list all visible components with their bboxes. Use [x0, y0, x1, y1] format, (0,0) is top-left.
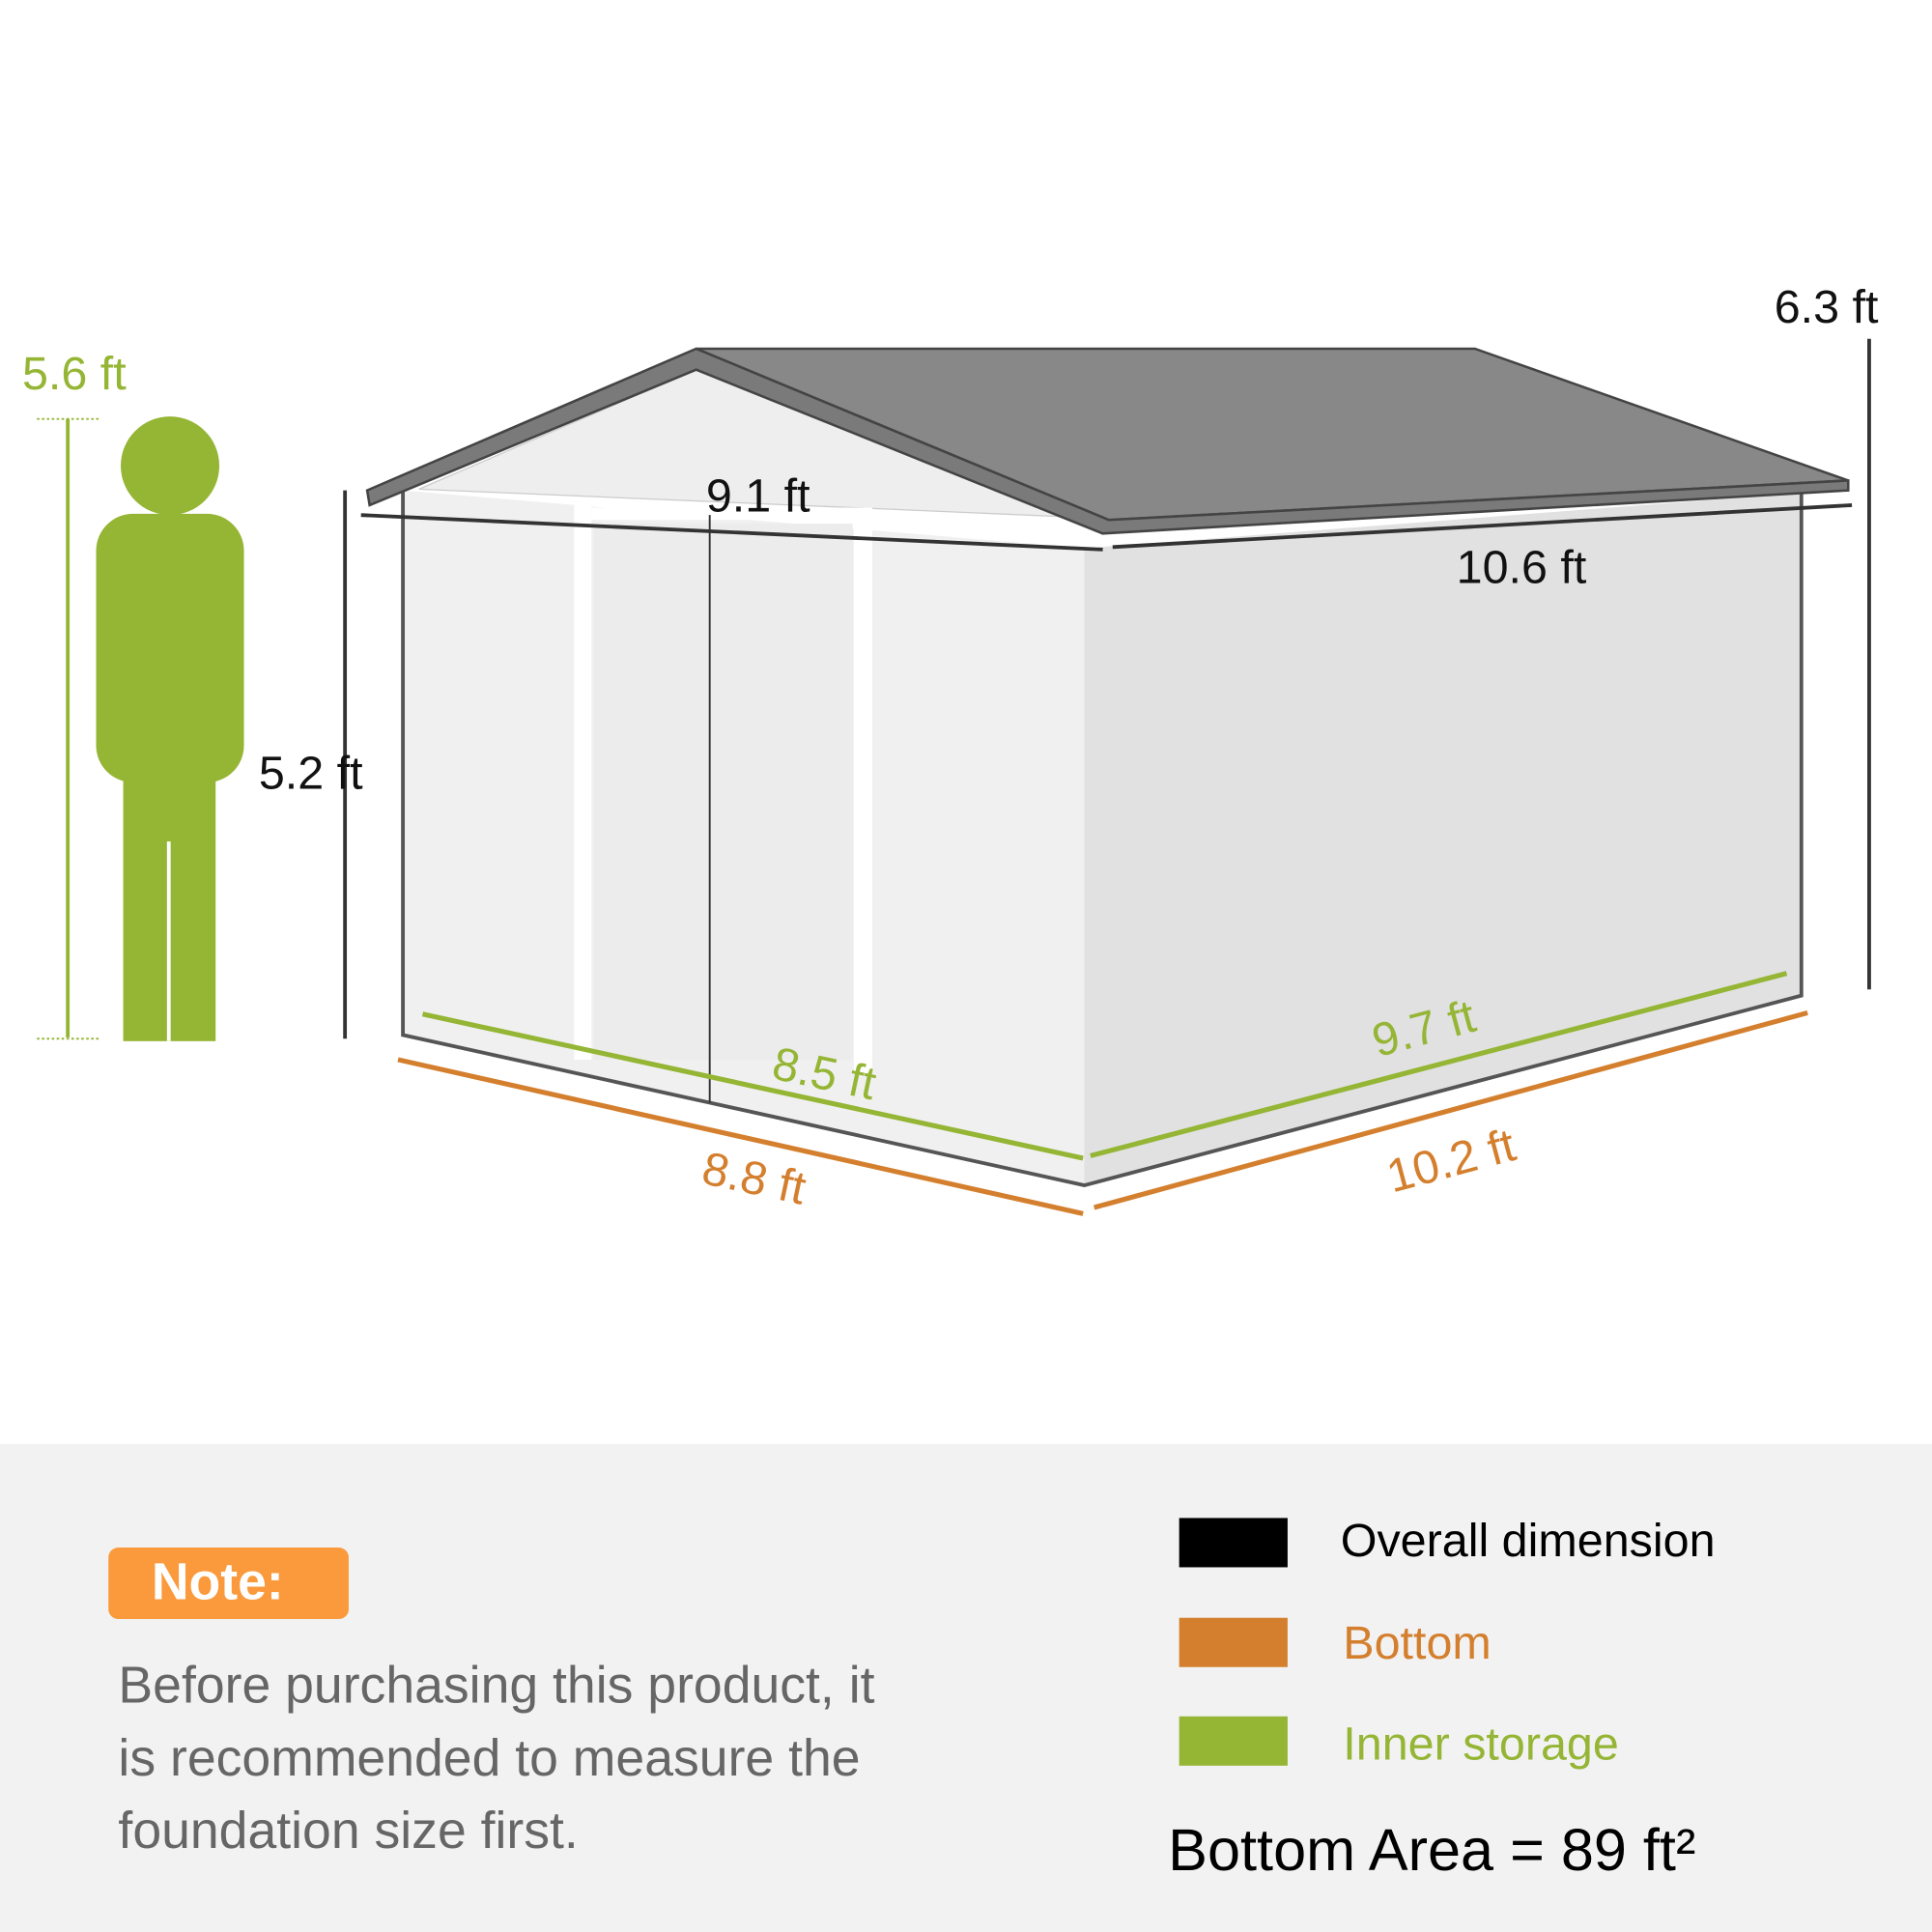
side-length-label: 10.6 ft	[1457, 541, 1587, 593]
front-width-label: 9.1 ft	[706, 469, 810, 522]
note-line: foundation size first.	[118, 1803, 578, 1860]
shed-outline	[401, 490, 1804, 1188]
person-height-label: 5.6 ft	[22, 348, 127, 400]
inner-front-line	[421, 1011, 1084, 1161]
bottom-area-label: Bottom Area = 89 ft²	[1168, 1817, 1695, 1883]
wall-height-label: 5.2 ft	[259, 747, 363, 799]
legend-label-bottom: Bottom	[1343, 1617, 1492, 1669]
shed-side-wall	[1084, 493, 1802, 1186]
legend-label-overall: Overall dimension	[1341, 1515, 1716, 1567]
person-silhouette	[96, 416, 244, 1041]
front-width-line	[360, 513, 1103, 552]
bottom-side-line	[1093, 1010, 1808, 1210]
overall-dimension-lines	[343, 338, 1871, 1103]
note-line: is recommended to measure the	[118, 1730, 860, 1787]
legend-swatch-bottom	[1179, 1617, 1288, 1667]
person-head	[121, 416, 220, 516]
legend-swatch-overall	[1179, 1518, 1288, 1568]
legend-label-inner: Inner storage	[1343, 1718, 1619, 1770]
note-line: Before purchasing this product, it	[118, 1658, 874, 1715]
door-frame-right	[853, 507, 873, 1075]
inner-side-line	[1090, 971, 1788, 1158]
side-length-line	[1112, 503, 1853, 550]
person-body	[96, 513, 244, 782]
door-frame-top	[591, 507, 854, 521]
note-badge	[108, 1548, 349, 1620]
note-badge-label: Note:	[152, 1554, 284, 1611]
info-panel	[0, 1443, 1932, 1932]
peak-height-label: 6.3 ft	[1775, 281, 1879, 333]
roof-eave	[365, 347, 1850, 535]
door-panel	[593, 524, 853, 1060]
legend-swatch-inner	[1179, 1716, 1288, 1766]
shed-doors	[574, 498, 873, 1075]
door-frame-left	[574, 498, 592, 1060]
bottom-front-line	[397, 1057, 1084, 1216]
